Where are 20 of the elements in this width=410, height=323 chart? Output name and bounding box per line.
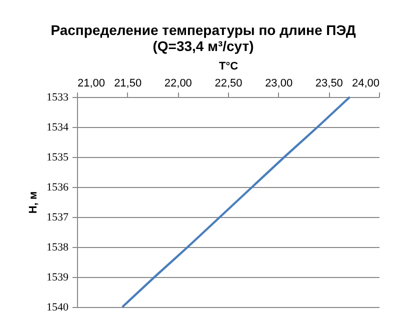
x-tick-label: 23,50 [315, 78, 343, 90]
x-axis-title: T°C [218, 60, 238, 72]
y-tick-label: 1540 [46, 302, 69, 314]
x-tick-label: 22,00 [164, 78, 192, 90]
line-series [121, 96, 351, 308]
chart-title: Распределение температуры по длине ПЭД [50, 22, 356, 38]
y-tick-label: 1539 [46, 272, 69, 284]
y-tick-label: 1536 [46, 182, 69, 194]
y-axis-title: H, м [28, 191, 40, 214]
x-tick-label: 22,50 [214, 78, 242, 90]
chart-subtitle: (Q=33,4 м³/сут) [152, 38, 254, 54]
x-tick-label: 23,00 [265, 78, 293, 90]
y-tick-label: 1538 [46, 242, 69, 254]
x-tick-label: 24,00 [352, 78, 380, 90]
y-tick-label: 1537 [46, 212, 69, 224]
y-tick-label: 1535 [46, 152, 69, 164]
x-tick-label: 21,00 [78, 78, 106, 90]
y-tick-label: 1534 [46, 122, 69, 134]
y-tick-label: 1533 [46, 92, 69, 104]
x-tick-label: 21,50 [114, 78, 142, 90]
